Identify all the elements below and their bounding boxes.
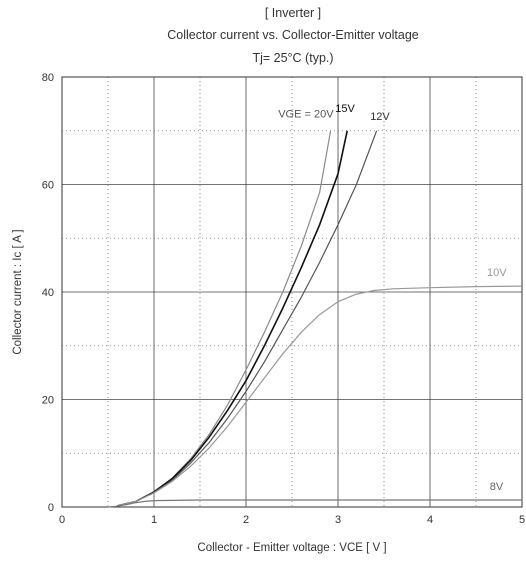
series-line: [117, 285, 523, 507]
chart-title: Collector current vs. Collector-Emitter …: [167, 28, 419, 42]
x-tick-label: 0: [59, 514, 65, 526]
curve-label: 10V: [487, 267, 507, 279]
y-tick-label: 0: [48, 502, 54, 514]
curves: [107, 130, 523, 508]
x-tick-label: 5: [519, 514, 525, 526]
curve-label: 8V: [490, 481, 504, 493]
chart-condition: Tj= 25°C (typ.): [252, 51, 333, 65]
axis-ticks: 0 1 2 3 4 5 0 20 40 60 80: [42, 72, 525, 526]
y-tick-label: 40: [42, 287, 54, 299]
y-tick-label: 60: [42, 180, 54, 192]
curve-label: VGE = 20V: [278, 108, 334, 120]
curve-labels: VGE = 20V 15V 12V 10V 8V: [278, 103, 507, 493]
series-line: [107, 499, 522, 508]
y-tick-label: 20: [42, 395, 54, 407]
series-line: [117, 130, 332, 507]
x-tick-label: 3: [335, 514, 341, 526]
curve-label: 12V: [370, 111, 390, 123]
series-line: [117, 130, 348, 507]
y-tick-label: 80: [42, 72, 54, 84]
plot-frame: [61, 76, 523, 508]
grid-lines: [62, 77, 522, 507]
curve-label: 15V: [335, 103, 355, 115]
x-tick-label: 1: [151, 514, 157, 526]
x-axis-label: Collector - Emitter voltage : VCE [ V ]: [197, 542, 386, 554]
x-tick-label: 4: [427, 514, 433, 526]
y-axis-label: Collector current : Ic [ A ]: [12, 229, 24, 354]
chart-header-line1: [ Inverter ]: [265, 6, 321, 20]
x-tick-label: 2: [243, 514, 249, 526]
